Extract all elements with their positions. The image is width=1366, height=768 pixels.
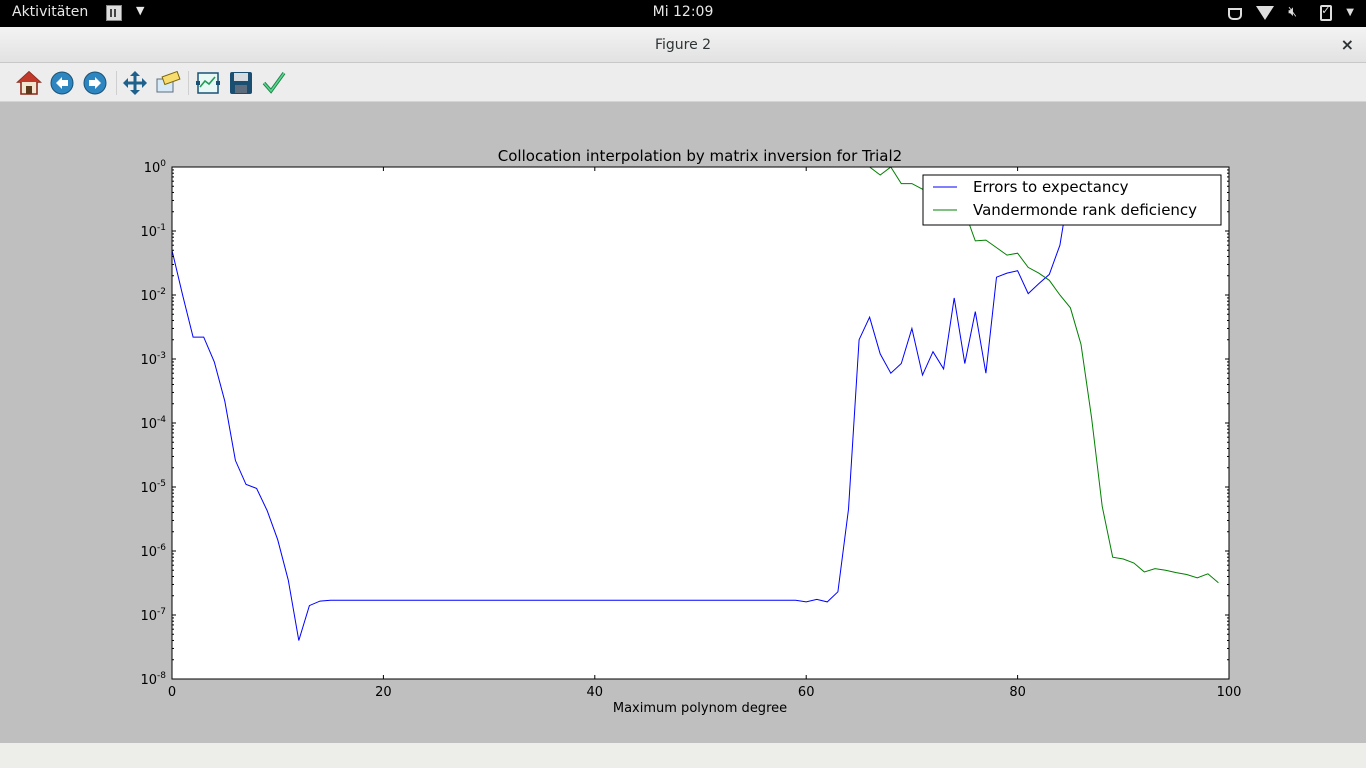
save-icon[interactable]	[228, 70, 254, 96]
y-tick-label: 100	[144, 159, 167, 176]
close-button[interactable]: ×	[1340, 35, 1354, 54]
legend: Errors to expectancy Vandermonde rank def…	[922, 174, 1222, 226]
window-title: Figure 2	[654, 37, 712, 53]
battery-icon[interactable]	[1320, 4, 1333, 21]
chart[interactable]: 0 20 40 60 80 100 10-810-710-610-510-410-310-…	[0, 103, 1366, 743]
wifi-icon[interactable]	[1256, 6, 1275, 20]
x-tick-label: 80	[1009, 685, 1026, 700]
y-tick-label: 10-6	[140, 543, 166, 560]
toolbar-separator	[116, 71, 117, 95]
app-menu-icon[interactable]	[106, 5, 122, 21]
x-tick-label: 100	[1217, 685, 1242, 700]
status-bar	[0, 743, 1366, 768]
y-tick-label: 10-3	[140, 351, 166, 368]
plot-area	[172, 167, 1229, 679]
zoom-icon[interactable]	[155, 70, 181, 96]
y-tick-label: 10-4	[140, 415, 166, 432]
system-tray[interactable]: 🔇︎ ▼	[1228, 3, 1354, 21]
toolbar-separator	[188, 71, 189, 95]
x-tick-label: 40	[587, 685, 604, 700]
x-axis: 0 20 40 60 80 100	[168, 167, 1242, 700]
y-tick-label: 10-7	[140, 607, 166, 624]
x-tick-label: 0	[168, 685, 176, 700]
volume-muted-icon[interactable]: 🔇︎	[1288, 4, 1298, 20]
back-icon[interactable]	[49, 70, 75, 96]
legend-box	[922, 174, 1222, 226]
activities-button[interactable]: Aktivitäten	[12, 4, 89, 20]
navigation-toolbar	[0, 63, 1366, 102]
x-tick-label: 20	[375, 685, 392, 700]
y-tick-label: 10-5	[140, 479, 166, 496]
system-menu-arrow-icon[interactable]: ▼	[1346, 6, 1354, 18]
top-bar: Aktivitäten ▼ Mi 12:09 🔇︎ ▼	[0, 0, 1366, 27]
coffee-icon[interactable]	[1228, 8, 1243, 20]
pan-icon[interactable]	[122, 70, 148, 96]
x-tick-label: 60	[798, 685, 815, 700]
clock[interactable]: Mi 12:09	[652, 4, 714, 20]
x-axis-label: Maximum polynom degree	[613, 701, 787, 716]
y-axis: 10-8 10-7 10-6 10-5 10-4 10-3 10-2 10-1 100	[140, 159, 1229, 688]
series-line-1	[172, 181, 1071, 641]
y-tick-label: 10-2	[140, 287, 166, 304]
figure-canvas[interactable]: 0 20 40 60 80 100 10-8 10-7 10-6 10-5 10-4 10-3 10-…	[0, 103, 1366, 743]
home-icon[interactable]	[16, 70, 42, 96]
chart-title: Collocation interpolation by matrix inve…	[498, 147, 902, 165]
app-menu-arrow-icon[interactable]: ▼	[136, 4, 145, 17]
edit-axis-icon[interactable]	[261, 70, 287, 96]
legend-label: Errors to expectancy	[973, 178, 1129, 196]
legend-label: Vandermonde rank deficiency	[973, 201, 1197, 219]
y-tick-label: 10-8	[140, 671, 166, 688]
window-titlebar: Figure 2 ×	[0, 27, 1366, 63]
y-tick-label: 10-1	[140, 223, 166, 240]
configure-subplots-icon[interactable]	[195, 70, 221, 96]
forward-icon[interactable]	[82, 70, 108, 96]
